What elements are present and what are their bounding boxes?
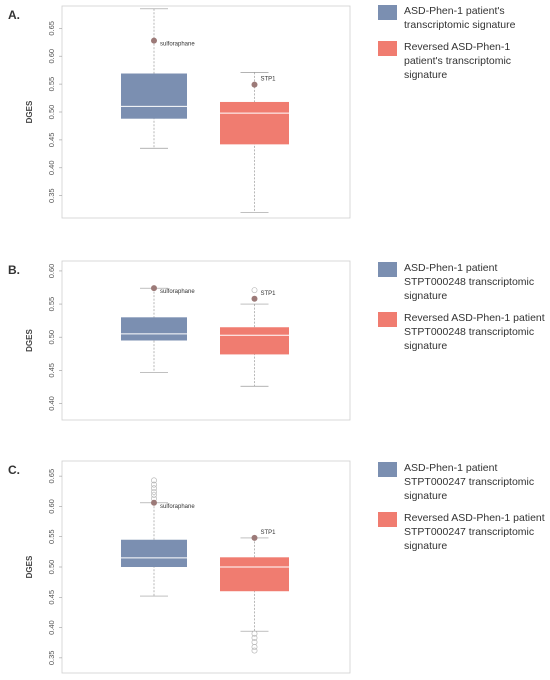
legend-label: Reversed ASD-Phen-1 patient STPT000248 t…: [404, 312, 545, 352]
outlier-point: [151, 488, 157, 495]
legend-label: Reversed ASD-Phen-1 patient's transcript…: [404, 41, 512, 81]
legend-item: Reversed ASD-Phen-1 patient STPT000247 t…: [378, 511, 548, 553]
box-iqr: [220, 557, 289, 592]
box-iqr: [121, 73, 187, 119]
y-tick-label: 0.60: [47, 264, 56, 279]
y-tick-label: 0.55: [47, 297, 56, 312]
legend: ASD-Phen-1 patient's transcriptomic sign…: [378, 4, 548, 90]
box-series: sulforaphane: [121, 8, 195, 149]
outlier-point: [251, 287, 258, 294]
highlight-point: [151, 499, 157, 506]
legend-item: ASD-Phen-1 patient's transcriptomic sign…: [378, 4, 548, 32]
highlight-label: sulforaphane: [160, 504, 195, 510]
legend-item: ASD-Phen-1 patient STPT000247 transcript…: [378, 461, 548, 503]
chart-panel: A. 0.35 0.40 0.45 0.50 0.55 0.60 0.65 DGES sulfor…: [0, 0, 550, 225]
y-axis-title: DGES: [25, 555, 34, 578]
y-axis-title: DGES: [25, 329, 34, 352]
box-iqr: [121, 317, 187, 341]
chart-panel: B. 0.40 0.45 0.50 0.55 0.60 DGES sulforaphane ST…: [0, 255, 550, 425]
highlight-point: [151, 285, 157, 292]
y-axis-title: DGES: [25, 100, 34, 123]
outlier-point: [151, 485, 157, 492]
plot-frame: [61, 5, 351, 219]
y-tick-label: 0.50: [47, 560, 56, 575]
highlight-point: [251, 534, 258, 541]
y-tick-label: 0.65: [47, 21, 56, 36]
box-series: STP1: [220, 72, 289, 213]
box-iqr: [220, 327, 289, 355]
y-tick-label: 0.35: [47, 651, 56, 666]
box-plot: 0.40 0.45 0.50 0.55 0.60 DGES sulforaphane STP1: [25, 260, 351, 421]
legend-swatch: [378, 262, 397, 277]
legend-swatch: [378, 462, 397, 477]
legend-label: ASD-Phen-1 patient's transcriptomic sign…: [404, 5, 516, 31]
legend: ASD-Phen-1 patient STPT000248 transcript…: [378, 261, 548, 361]
legend-swatch: [378, 312, 397, 327]
box-plot: 0.35 0.40 0.45 0.50 0.55 0.60 0.65 DGES sulforap…: [25, 460, 351, 674]
legend-label: Reversed ASD-Phen-1 patient STPT000247 t…: [404, 512, 545, 552]
highlight-point: [251, 295, 258, 302]
highlight-point: [251, 81, 258, 88]
outlier-point: [151, 477, 157, 484]
outlier-point: [251, 647, 258, 654]
highlight-point: [151, 37, 157, 44]
legend-label: ASD-Phen-1 patient STPT000247 transcript…: [404, 462, 535, 502]
outlier-point: [251, 639, 258, 646]
y-tick-label: 0.50: [47, 105, 56, 120]
outlier-point: [251, 644, 258, 650]
panel-label: A.: [8, 8, 20, 22]
box-plot: 0.35 0.40 0.45 0.50 0.55 0.60 0.65 DGES sulforap…: [25, 5, 351, 219]
legend-label: ASD-Phen-1 patient STPT000248 transcript…: [404, 262, 535, 302]
highlight-label: STP1: [261, 77, 277, 83]
panel-label: C.: [8, 463, 20, 477]
y-tick-label: 0.65: [47, 469, 56, 484]
outlier-point: [251, 630, 258, 637]
highlight-label: STP1: [261, 530, 277, 536]
legend-swatch: [378, 5, 397, 20]
plot-frame: [61, 260, 351, 421]
highlight-label: sulforaphane: [160, 42, 195, 48]
box-series: sulforaphane: [121, 285, 195, 373]
y-tick-label: 0.45: [47, 363, 56, 378]
y-tick-label: 0.40: [47, 160, 56, 175]
y-tick-label: 0.35: [47, 188, 56, 203]
highlight-label: STP1: [261, 291, 277, 297]
legend-item: ASD-Phen-1 patient STPT000248 transcript…: [378, 261, 548, 303]
legend-swatch: [378, 512, 397, 527]
legend: ASD-Phen-1 patient STPT000247 transcript…: [378, 461, 548, 561]
box-iqr: [121, 539, 187, 567]
box-iqr: [220, 101, 289, 145]
box-series: STP1: [220, 530, 289, 654]
y-tick-label: 0.55: [47, 77, 56, 92]
y-tick-label: 0.60: [47, 499, 56, 514]
legend-item: Reversed ASD-Phen-1 patient's transcript…: [378, 40, 548, 82]
outlier-point: [151, 481, 157, 488]
outlier-point: [151, 491, 157, 498]
panel-label: B.: [8, 263, 20, 277]
highlight-label: sulforaphane: [160, 289, 195, 295]
plot-frame: [61, 460, 351, 674]
y-tick-label: 0.50: [47, 330, 56, 345]
box-series: sulforaphane: [121, 477, 195, 597]
outlier-point: [251, 634, 258, 641]
legend-swatch: [378, 41, 397, 56]
y-tick-label: 0.45: [47, 133, 56, 148]
y-tick-label: 0.40: [47, 620, 56, 635]
y-tick-label: 0.45: [47, 590, 56, 605]
y-tick-label: 0.40: [47, 396, 56, 411]
chart-panel: C. 0.35 0.40 0.45 0.50 0.55 0.60 0.65 DGES sulfor…: [0, 455, 550, 680]
legend-item: Reversed ASD-Phen-1 patient STPT000248 t…: [378, 311, 548, 353]
box-series: STP1: [220, 287, 289, 387]
y-tick-label: 0.55: [47, 529, 56, 544]
y-tick-label: 0.60: [47, 49, 56, 64]
